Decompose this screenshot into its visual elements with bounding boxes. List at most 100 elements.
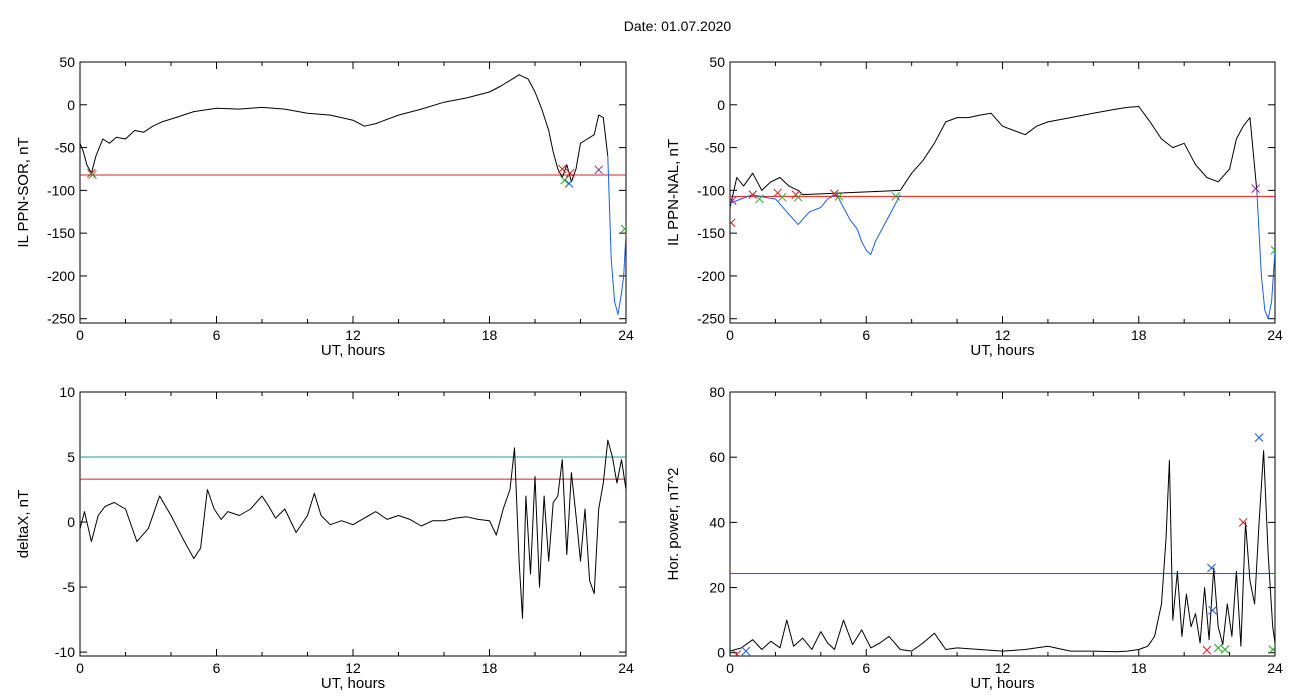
x-tick-label: 24 — [618, 327, 634, 343]
event-marker-stroke — [730, 218, 736, 225]
event-marker-stroke — [1270, 249, 1275, 255]
plot-frame — [79, 391, 627, 657]
x-tick-label: 0 — [726, 327, 734, 343]
event-marker-stroke — [1254, 433, 1264, 442]
event-marker — [1213, 643, 1223, 653]
event-marker — [564, 179, 574, 188]
event-marker — [777, 192, 787, 202]
event-marker-stroke — [564, 179, 574, 188]
series-group — [80, 74, 626, 315]
event-marker — [730, 218, 736, 228]
plot-frame — [79, 61, 627, 324]
y-tick-label: -50 — [705, 140, 725, 156]
y-tick-label: 0 — [717, 645, 725, 661]
series-line — [730, 450, 1275, 653]
series-group — [730, 106, 1275, 320]
event-marker — [732, 650, 742, 656]
event-marker — [1251, 184, 1261, 194]
y-tick-label: -100 — [697, 182, 725, 198]
x-tick-label: 12 — [345, 660, 361, 676]
x-tick-label: 18 — [482, 660, 498, 676]
x-tick-label: 18 — [1131, 660, 1147, 676]
x-tick-label: 12 — [995, 660, 1011, 676]
x-tick-label: 0 — [726, 660, 734, 676]
series-line — [1256, 190, 1275, 320]
event-marker-stroke — [1207, 563, 1216, 573]
y-tick-label: 0 — [67, 97, 75, 113]
x-tick-label: 0 — [76, 327, 84, 343]
event-marker — [560, 175, 569, 185]
event-marker-stroke — [734, 650, 742, 656]
y-axis-label: Hor. power, nT^2 — [665, 468, 682, 581]
x-axis-label: UT, hours — [321, 342, 385, 359]
event-marker-stroke — [594, 165, 604, 175]
event-marker — [755, 194, 764, 204]
x-tick-label: 6 — [862, 660, 870, 676]
y-tick-label: 0 — [717, 97, 725, 113]
y-tick-label: 20 — [709, 580, 725, 596]
series-group — [730, 433, 1275, 656]
panel-hor-power: 0 6 12 18 24 80 60 40 20 0 UT, hours Hor. power, nT… — [665, 384, 1283, 692]
event-marker — [557, 164, 567, 174]
panel-ppn-nal: 0 6 12 18 24 50 0 -50 -100 -150 -200 -250 UT, hours I… — [665, 54, 1283, 359]
y-tick-label: -250 — [697, 311, 725, 327]
event-marker — [1268, 645, 1275, 654]
event-marker-stroke — [1208, 606, 1217, 615]
event-marker-stroke — [1238, 518, 1248, 527]
event-marker-stroke — [773, 188, 783, 198]
event-marker-stroke — [755, 194, 764, 204]
panel-ppn-sor: 0 6 12 18 24 50 0 -50 -100 -150 -200 -250 UT, hours I… — [15, 54, 634, 359]
y-tick-label: 40 — [709, 514, 725, 530]
event-marker — [891, 191, 901, 201]
y-tick-label: -100 — [47, 182, 75, 198]
event-marker — [834, 191, 844, 201]
event-marker-stroke — [620, 227, 626, 234]
y-tick-label: -50 — [55, 140, 75, 156]
y-tick-label: -150 — [47, 225, 75, 241]
event-marker-stroke — [834, 191, 844, 201]
y-tick-label: 10 — [59, 384, 75, 400]
x-tick-label: 18 — [1131, 327, 1147, 343]
x-tick-label: 12 — [995, 327, 1011, 343]
event-marker-stroke — [557, 164, 567, 174]
event-marker-stroke — [560, 175, 569, 185]
x-axis-label: UT, hours — [970, 342, 1034, 359]
event-marker — [830, 189, 839, 199]
event-marker — [88, 170, 97, 180]
series-line — [80, 74, 609, 183]
event-marker-stroke — [1270, 245, 1275, 251]
event-marker-stroke — [777, 192, 787, 202]
event-marker — [1202, 645, 1212, 655]
y-tick-label: -5 — [63, 579, 76, 595]
y-tick-label: -200 — [47, 268, 75, 284]
event-marker-stroke — [1220, 645, 1230, 654]
page-title: Date: 01.07.2020 — [623, 18, 732, 34]
event-marker-stroke — [1213, 643, 1223, 653]
event-marker — [741, 646, 751, 656]
y-tick-label: 0 — [67, 514, 75, 530]
event-marker — [1270, 245, 1275, 255]
event-marker-stroke — [730, 196, 737, 204]
plot-frame — [729, 391, 1276, 657]
series-line — [730, 106, 1258, 208]
event-marker — [793, 192, 803, 202]
event-marker-stroke — [565, 168, 575, 178]
y-tick-label: -10 — [55, 644, 75, 660]
y-tick-label: -200 — [697, 268, 725, 284]
x-axis-label: UT, hours — [970, 675, 1034, 692]
event-marker — [730, 196, 737, 205]
x-tick-label: 24 — [618, 660, 634, 676]
y-axis-label: deltaX, nT — [15, 490, 32, 558]
x-tick-label: 18 — [482, 327, 498, 343]
event-marker-stroke — [793, 192, 803, 202]
event-marker-stroke — [891, 191, 901, 201]
series-line — [730, 194, 901, 255]
x-tick-label: 24 — [1267, 327, 1283, 343]
y-tick-label: 80 — [709, 384, 725, 400]
x-tick-label: 0 — [76, 660, 84, 676]
plot-frame — [729, 61, 1276, 324]
y-tick-label: 50 — [59, 54, 75, 70]
event-marker — [620, 224, 626, 234]
event-marker — [1208, 606, 1217, 615]
x-tick-label: 6 — [862, 327, 870, 343]
